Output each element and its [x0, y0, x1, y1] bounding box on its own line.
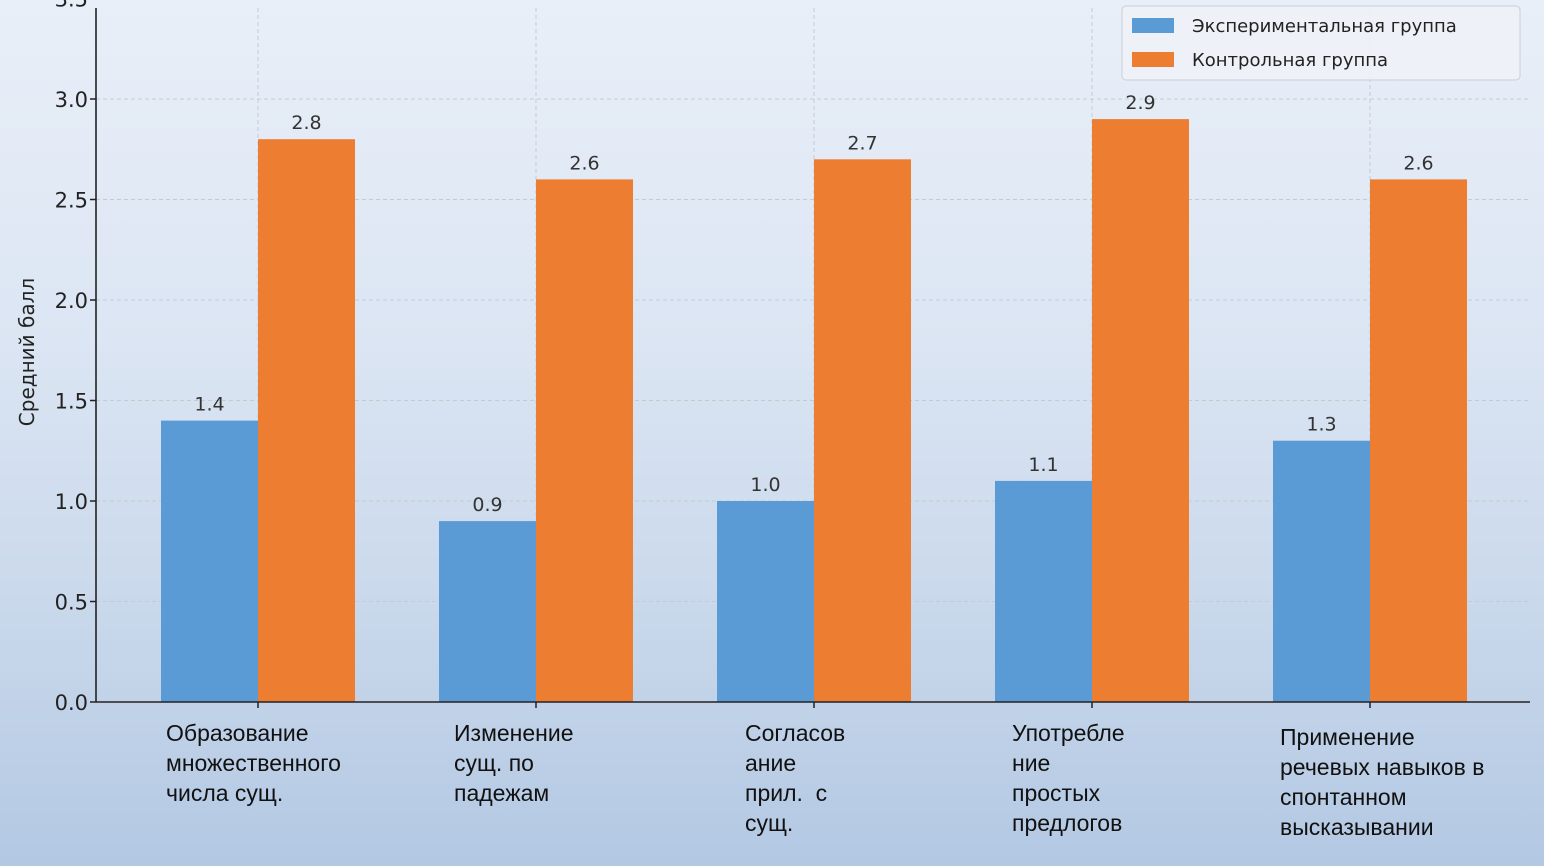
- bar: [1370, 179, 1467, 702]
- category-label: Употребле ние простых предлогов: [1012, 720, 1125, 836]
- y-axis-label: Средний балл: [15, 278, 39, 426]
- bar-value-label: 2.8: [291, 112, 321, 134]
- value-labels: 1.4 0.9 1.0 1.1 1.3 2.8 2.6 2.7 2.9 2.6: [194, 92, 1433, 516]
- axes: [95, 8, 1530, 708]
- bar: [717, 501, 814, 702]
- y-tick-label: 1.5: [55, 390, 88, 414]
- bar-value-label: 2.9: [1125, 92, 1155, 114]
- category-label: Образование множественного числа сущ.: [166, 720, 341, 806]
- bars: [161, 119, 1467, 703]
- y-tick-label: 3.0: [55, 88, 88, 112]
- bar-value-label: 1.3: [1306, 414, 1336, 436]
- category-label: Согласов ание прил. с сущ.: [745, 720, 846, 836]
- y-tick-label: 1.0: [55, 490, 88, 514]
- y-tick-label: 0.0: [55, 691, 88, 715]
- legend-label-control: Контрольная группа: [1192, 50, 1388, 71]
- bar: [536, 179, 633, 702]
- category-label: Применение речевых навыков в спонтанном …: [1280, 724, 1485, 840]
- legend-swatch-experimental: [1132, 18, 1174, 33]
- bar-value-label: 2.6: [569, 152, 599, 174]
- bar-value-label: 0.9: [472, 494, 502, 516]
- bar-value-label: 1.1: [1028, 454, 1058, 476]
- bar: [439, 521, 536, 702]
- y-tick-labels: 0.0 0.5 1.0 1.5 2.0 2.5 3.0 3.5: [55, 0, 96, 715]
- y-tick-label: 3.5: [55, 0, 88, 12]
- bar: [814, 159, 911, 703]
- bar-value-label: 1.4: [194, 394, 224, 416]
- legend-swatch-control: [1132, 52, 1174, 67]
- y-tick-label: 2.5: [55, 189, 88, 213]
- y-tick-label: 0.5: [55, 591, 88, 615]
- y-tick-label: 2.0: [55, 289, 88, 313]
- bar: [1092, 119, 1189, 703]
- bar-value-label: 1.0: [750, 474, 780, 496]
- bar: [1273, 440, 1370, 702]
- legend-box: [1121, 5, 1521, 81]
- bar: [161, 420, 258, 702]
- bar-value-label: 2.7: [847, 132, 877, 154]
- category-label: Изменение сущ. по падежам: [454, 720, 574, 806]
- legend-label-experimental: Экспериментальная группа: [1192, 16, 1457, 37]
- bar-value-label: 2.6: [1403, 152, 1433, 174]
- bar: [995, 480, 1092, 702]
- legend: Экспериментальная группа Контрольная гру…: [1121, 5, 1521, 81]
- bar: [258, 139, 355, 702]
